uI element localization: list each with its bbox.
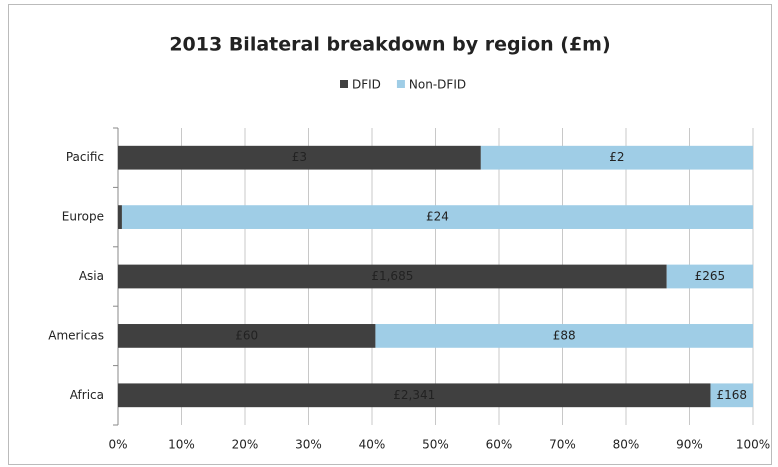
bar xyxy=(118,205,122,229)
y-tick-label: Americas xyxy=(48,328,104,342)
data-label: £1,685 xyxy=(371,269,413,283)
x-tick-label: 10% xyxy=(168,438,195,452)
data-label: £2,341 xyxy=(393,388,435,402)
y-tick-label: Europe xyxy=(62,210,104,224)
bar xyxy=(710,383,753,408)
y-tick-label: Africa xyxy=(70,388,104,402)
data-label: £168 xyxy=(716,388,747,402)
bar xyxy=(375,324,753,348)
x-tick-label: 20% xyxy=(232,438,259,452)
x-tick-label: 70% xyxy=(549,438,576,452)
x-tick-label: 40% xyxy=(359,438,386,452)
data-label: £3 xyxy=(292,150,307,164)
bar xyxy=(118,264,667,289)
data-label: £265 xyxy=(695,269,726,283)
data-label: £24 xyxy=(426,210,449,224)
legend-label: Non-DFID xyxy=(409,78,466,92)
data-label: £88 xyxy=(553,328,576,342)
bar xyxy=(118,324,376,348)
bar xyxy=(480,145,753,170)
x-tick-label: 100% xyxy=(736,438,770,452)
x-tick-label: 30% xyxy=(295,438,322,452)
data-label: £2 xyxy=(609,150,624,164)
x-tick-label: 0% xyxy=(108,438,127,452)
x-tick-label: 60% xyxy=(486,438,513,452)
bar xyxy=(121,205,754,229)
x-tick-label: 50% xyxy=(422,438,449,452)
x-tick-label: 80% xyxy=(613,438,640,452)
legend-swatch xyxy=(396,80,405,88)
bar xyxy=(118,145,481,170)
y-tick-label: Asia xyxy=(79,269,104,283)
legend-swatch xyxy=(340,80,348,88)
bar xyxy=(118,383,711,408)
x-tick-label: 90% xyxy=(676,438,703,452)
data-label: £60 xyxy=(235,328,258,342)
y-tick-label: Pacific xyxy=(66,150,104,164)
bar xyxy=(666,264,753,289)
chart-title: 2013 Bilateral breakdown by region (£m) xyxy=(169,34,610,56)
legend-label: DFID xyxy=(352,78,381,92)
